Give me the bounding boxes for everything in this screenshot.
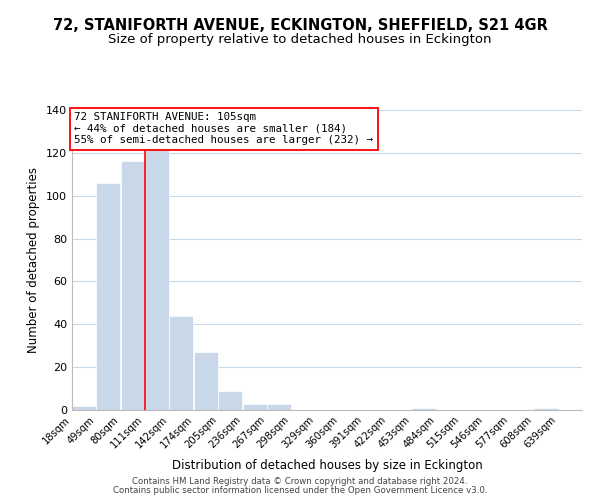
Y-axis label: Number of detached properties: Number of detached properties [28, 167, 40, 353]
Text: 72 STANIFORTH AVENUE: 105sqm
← 44% of detached houses are smaller (184)
55% of s: 72 STANIFORTH AVENUE: 105sqm ← 44% of de… [74, 112, 373, 146]
Bar [243, 404, 266, 410]
Bar [267, 404, 291, 410]
Text: Contains public sector information licensed under the Open Government Licence v3: Contains public sector information licen… [113, 486, 487, 495]
Bar [145, 125, 169, 410]
Bar [169, 316, 193, 410]
X-axis label: Distribution of detached houses by size in Eckington: Distribution of detached houses by size … [172, 459, 482, 472]
Bar [218, 390, 242, 410]
Bar [412, 408, 436, 410]
Bar [121, 162, 145, 410]
Bar [72, 406, 96, 410]
Bar [97, 183, 121, 410]
Bar [194, 352, 218, 410]
Text: Size of property relative to detached houses in Eckington: Size of property relative to detached ho… [108, 32, 492, 46]
Text: Contains HM Land Registry data © Crown copyright and database right 2024.: Contains HM Land Registry data © Crown c… [132, 477, 468, 486]
Bar [533, 408, 557, 410]
Text: 72, STANIFORTH AVENUE, ECKINGTON, SHEFFIELD, S21 4GR: 72, STANIFORTH AVENUE, ECKINGTON, SHEFFI… [53, 18, 547, 32]
